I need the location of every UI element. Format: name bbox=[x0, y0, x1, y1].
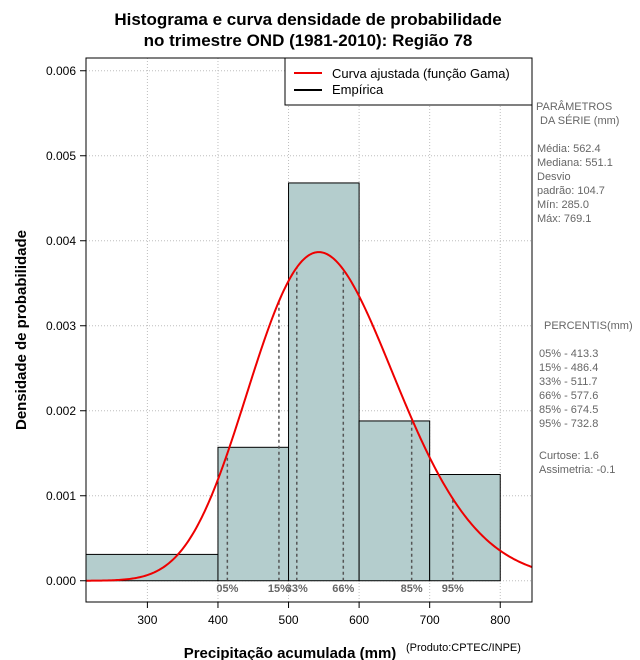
percentile-66: 66% - 577.6 bbox=[539, 390, 598, 402]
y-tick-label-5: 0.005 bbox=[46, 149, 76, 163]
percentile-marker-label-4: 85% bbox=[401, 583, 423, 595]
x-tick-label-0: 300 bbox=[137, 613, 157, 627]
series-parameters-panel: PARÂMETROS DA SÉRIE (mm) Média: 562.4 Me… bbox=[536, 100, 619, 225]
legend-empirical-label: Empírica bbox=[332, 82, 384, 97]
histogram-bar-2 bbox=[288, 182, 360, 582]
percentile-marker-label-0: 05% bbox=[216, 583, 238, 595]
y-axis-ticks: 0.000 0.001 0.002 0.003 0.004 0.005 0.006 bbox=[46, 64, 86, 588]
x-axis-ticks: 300 400 500 600 700 800 bbox=[137, 602, 511, 627]
param-max: Máx: 769.1 bbox=[537, 213, 591, 225]
y-tick-label-3: 0.003 bbox=[46, 319, 76, 333]
histogram-bar-0 bbox=[85, 553, 219, 582]
x-tick-label-1: 400 bbox=[208, 613, 228, 627]
x-axis-label: Precipitação acumulada (mm) bbox=[184, 645, 397, 660]
percentiles-panel: PERCENTIS(mm) 05% - 413.3 15% - 486.4 33… bbox=[539, 320, 633, 476]
chart-title-line-1: Histograma e curva densidade de probabil… bbox=[114, 10, 501, 29]
percentile-33: 33% - 511.7 bbox=[539, 376, 598, 388]
y-axis-label: Densidade de probabilidade bbox=[13, 230, 30, 430]
fitted-curve-layer bbox=[86, 251, 533, 582]
curtose: Curtose: 1.6 bbox=[539, 450, 599, 462]
histogram-bar-3 bbox=[358, 420, 431, 582]
product-credit: (Produto:CPTEC/INPE) bbox=[406, 642, 521, 654]
percentile-marker-label-5: 95% bbox=[442, 583, 464, 595]
percentile-15: 15% - 486.4 bbox=[539, 362, 598, 374]
percentile-85: 85% - 674.5 bbox=[539, 404, 598, 416]
percentile-marker-label-2: 33% bbox=[286, 583, 308, 595]
y-tick-label-0: 0.000 bbox=[46, 574, 76, 588]
percentile-marker-label-1: 15% bbox=[268, 583, 290, 595]
param-min: Mín: 285.0 bbox=[537, 199, 589, 211]
percentile-95: 95% - 732.8 bbox=[539, 418, 598, 430]
x-tick-label-3: 600 bbox=[349, 613, 369, 627]
percentis-heading: PERCENTIS(mm) bbox=[544, 320, 633, 332]
histogram-bar-1 bbox=[217, 446, 290, 582]
params-heading-1: PARÂMETROS bbox=[536, 100, 612, 113]
param-mediana: Mediana: 551.1 bbox=[537, 157, 613, 169]
param-media: Média: 562.4 bbox=[537, 143, 601, 155]
fitted-gamma-curve bbox=[86, 251, 533, 582]
y-tick-label-1: 0.001 bbox=[46, 489, 76, 503]
legend: Curva ajustada (função Gama) Empírica bbox=[284, 57, 533, 106]
x-tick-label-4: 700 bbox=[420, 613, 440, 627]
legend-fitted-label: Curva ajustada (função Gama) bbox=[332, 66, 510, 81]
chart-title-line-2: no trimestre OND (1981-2010): Região 78 bbox=[144, 31, 473, 50]
x-tick-label-2: 500 bbox=[279, 613, 299, 627]
percentile-marker-label-3: 66% bbox=[332, 583, 354, 595]
y-tick-label-4: 0.004 bbox=[46, 234, 76, 248]
param-desvio-2: padrão: 104.7 bbox=[537, 185, 605, 197]
params-heading-2: DA SÉRIE (mm) bbox=[540, 114, 619, 127]
y-tick-label-2: 0.002 bbox=[46, 404, 76, 418]
x-tick-label-5: 800 bbox=[490, 613, 510, 627]
assimetria: Assimetria: -0.1 bbox=[539, 464, 615, 476]
histogram-bar-4 bbox=[429, 474, 501, 582]
percentile-05: 05% - 413.3 bbox=[539, 348, 598, 360]
param-desvio-1: Desvio bbox=[537, 171, 571, 183]
legend-box bbox=[284, 57, 533, 106]
percentile-lines: 05% 15%33% 66% 85% 95% bbox=[216, 267, 464, 595]
histogram-bars bbox=[85, 182, 501, 582]
y-tick-label-6: 0.006 bbox=[46, 64, 76, 78]
